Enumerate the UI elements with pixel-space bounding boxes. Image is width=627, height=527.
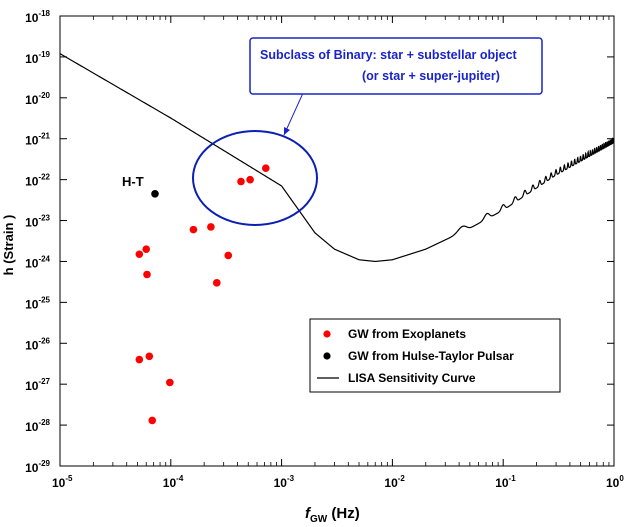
x-tick-label: 10-4 — [163, 474, 184, 490]
exoplanet-point — [148, 416, 157, 425]
legend-label-lisa: LISA Sensitivity Curve — [348, 371, 476, 385]
y-axis — [60, 15, 614, 467]
x-tick-label: 10-2 — [384, 474, 405, 490]
y-tick-label: 10-28 — [25, 418, 50, 434]
legend-box — [309, 318, 561, 393]
y-tick-label: 10-19 — [25, 50, 50, 66]
exoplanet-point — [224, 251, 233, 260]
ht-label: H-T — [122, 174, 144, 189]
exoplanet-point — [212, 279, 221, 287]
legend-swatch-exoplanets — [323, 330, 331, 338]
y-tick-label: 10-21 — [25, 132, 50, 148]
exoplanet-point — [237, 177, 245, 186]
callout-arrowhead — [284, 127, 290, 135]
exoplanet-point — [143, 270, 151, 279]
lisa-sensitivity-curve — [59, 53, 615, 263]
x-axis-label: fGW (Hz) — [305, 505, 360, 525]
x-tick-labels: 10-5 10-4 10-3 10-2 10-1 100 — [52, 474, 624, 490]
exoplanet-point — [246, 175, 254, 184]
y-axis-label: h (Strain ) — [1, 215, 16, 276]
y-tick-label: 10-20 — [25, 91, 50, 107]
exoplanet-point — [261, 164, 270, 173]
callout-box — [249, 37, 543, 95]
exoplanet-point — [135, 250, 144, 259]
x-tick-label: 10-5 — [52, 474, 73, 490]
legend-label-hulse-taylor: GW from Hulse-Taylor Pulsar — [348, 349, 514, 363]
y-tick-label: 10-18 — [25, 9, 50, 25]
exoplanet-point — [142, 245, 151, 253]
legend: GW from Exoplanets GW from Hulse-Taylor … — [309, 318, 561, 393]
y-tick-label: 10-22 — [25, 173, 50, 189]
exoplanet-point — [135, 355, 144, 364]
y-tick-labels: 10-18 10-19 10-20 10-21 10-22 10-23 10-24 10-25… — [25, 9, 50, 475]
exoplanet-point — [189, 225, 198, 234]
x-tick-label: 10-1 — [495, 474, 516, 490]
pulsar-point — [151, 190, 159, 198]
exoplanet-point — [207, 223, 215, 231]
y-tick-label: 10-27 — [25, 377, 50, 393]
y-tick-label: 10-29 — [25, 459, 50, 475]
x-tick-label: 10-3 — [274, 474, 295, 490]
exoplanet-point — [145, 352, 154, 361]
exoplanet-point — [166, 378, 174, 387]
legend-label-exoplanets: GW from Exoplanets — [348, 327, 466, 341]
y-tick-label: 10-25 — [25, 295, 50, 311]
legend-swatch-hulse-taylor — [323, 352, 331, 360]
x-axis — [59, 16, 615, 466]
callout-text-line1: Subclass of Binary: star + substellar ob… — [260, 48, 518, 62]
y-tick-label: 10-24 — [25, 254, 50, 270]
y-tick-label: 10-26 — [25, 336, 50, 352]
callout-text-line2: (or star + super-jupiter) — [362, 69, 500, 83]
y-tick-label: 10-23 — [25, 214, 50, 230]
data-points — [135, 164, 270, 425]
callout-ellipse — [192, 130, 318, 226]
x-tick-label: 100 — [606, 474, 624, 490]
